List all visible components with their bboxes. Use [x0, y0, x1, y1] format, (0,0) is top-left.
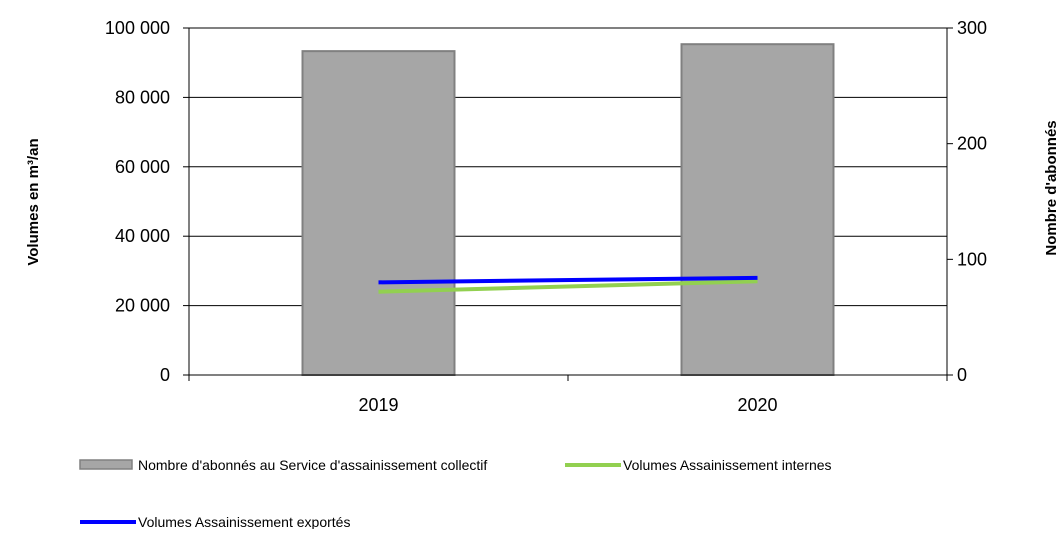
legend-item: Volumes Assainissement exportés [80, 514, 350, 530]
right-axis-label: Nombre d'abonnés [1043, 120, 1060, 255]
legend: Nombre d'abonnés au Service d'assainisse… [79, 457, 832, 530]
line-series [378, 275, 758, 294]
legend-label: Volumes Assainissement exportés [138, 514, 350, 529]
legend-label: Nombre d'abonnés au Service d'assainisse… [138, 457, 487, 473]
legend-label: Volumes Assainissement internes [623, 457, 832, 473]
legend-swatch [79, 459, 133, 470]
left-axis-ticks: 0 20 000 40 000 60 000 80 000 100 000 [105, 18, 189, 385]
x-tick-label: 2019 [358, 395, 398, 415]
bar-series [301, 43, 835, 377]
legend-item: Nombre d'abonnés au Service d'assainisse… [79, 457, 487, 473]
x-axis-ticks: 2019 2020 [188, 375, 948, 415]
right-tick-label: 200 [957, 134, 987, 154]
right-tick-label: 100 [957, 249, 987, 269]
left-tick-label: 80 000 [115, 87, 170, 107]
series-line [378, 275, 758, 285]
left-tick-label: 0 [160, 365, 170, 385]
x-tick-label: 2020 [737, 395, 777, 415]
left-tick-label: 100 000 [105, 18, 170, 38]
bar [680, 43, 835, 377]
left-tick-label: 20 000 [115, 296, 170, 316]
legend-item: Volumes Assainissement internes [565, 457, 832, 473]
right-tick-label: 300 [957, 18, 987, 38]
series-line [378, 279, 758, 294]
bar [301, 50, 456, 377]
right-axis-ticks: 0 100 200 300 [947, 18, 987, 385]
left-tick-label: 40 000 [115, 226, 170, 246]
left-axis-label: Volumes en m³/an [25, 138, 42, 265]
left-tick-label: 60 000 [115, 157, 170, 177]
right-tick-label: 0 [957, 365, 967, 385]
